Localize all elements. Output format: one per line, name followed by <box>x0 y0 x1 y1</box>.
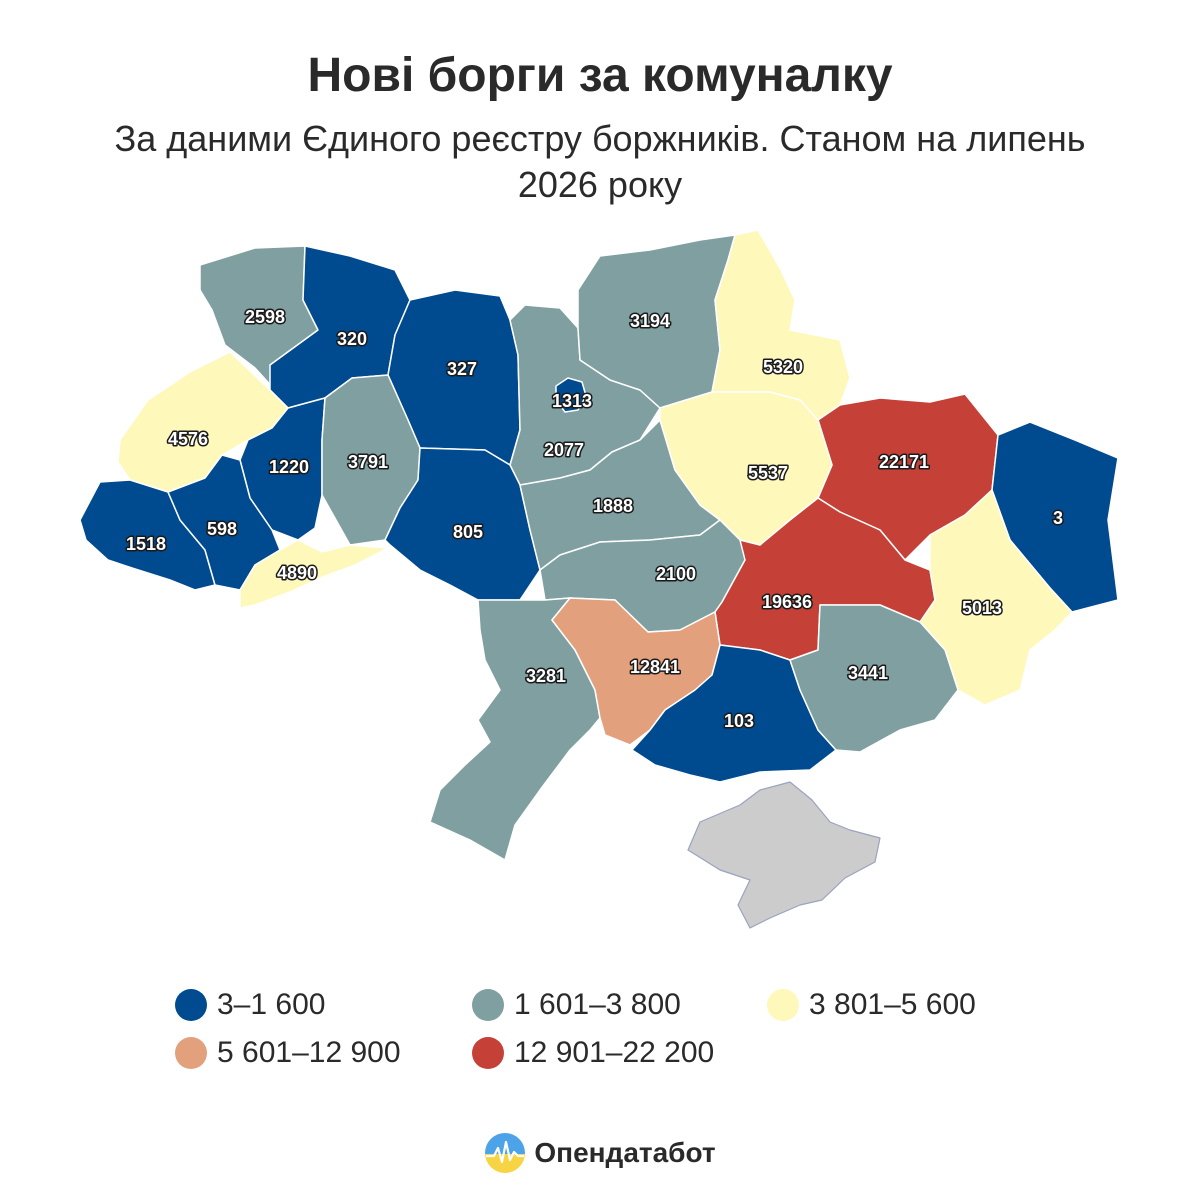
legend-item-4: 5 601–12 900 <box>175 1033 401 1073</box>
legend-item-5: 12 901–22 200 <box>472 1033 714 1073</box>
legend-label: 12 901–22 200 <box>514 1036 715 1069</box>
region-chernivtsi[interactable] <box>239 539 389 609</box>
label-poltava: 5537 <box>748 463 788 483</box>
legend-swatch <box>472 1037 504 1069</box>
label-volyn: 2598 <box>245 307 285 327</box>
label-zhytomyr: 327 <box>447 359 477 379</box>
label-donetsk: 5013 <box>962 598 1002 618</box>
label-lviv: 4576 <box>168 429 208 449</box>
label-ternopil: 1220 <box>269 457 309 477</box>
label-kharkiv: 22171 <box>879 452 929 472</box>
legend-label: 5 601–12 900 <box>217 1036 401 1069</box>
legend-swatch <box>472 989 504 1021</box>
brand: Опендатабот <box>0 1130 1200 1176</box>
region-kyiv-city[interactable] <box>555 377 587 413</box>
labels-layer: 2598 320 327 2077 1313 3194 5320 22171 3… <box>124 305 1064 732</box>
legend-label: 1 601–3 800 <box>514 988 681 1021</box>
brand-name: Опендатабот <box>534 1137 716 1168</box>
legend-swatch <box>767 989 799 1021</box>
label-odesa: 3281 <box>526 666 566 686</box>
label-kirovohrad: 2100 <box>656 564 696 584</box>
legend: 3–1 600 1 601–3 800 3 801–5 600 5 601–12… <box>175 985 1035 1085</box>
label-kyiv-oblast: 2077 <box>544 440 584 460</box>
label-chernivtsi: 4890 <box>277 563 317 583</box>
page-subtitle: За даними Єдиного реєстру боржників. Ста… <box>114 118 1086 205</box>
label-kherson: 103 <box>724 711 754 731</box>
region-zaporizhzhia[interactable] <box>789 604 959 753</box>
legend-item-2: 1 601–3 800 <box>472 985 681 1025</box>
label-dnipro: 19636 <box>762 592 812 612</box>
label-ivano-frankivsk: 598 <box>207 519 237 539</box>
label-cherkasy: 1888 <box>593 496 633 516</box>
legend-label: 3 801–5 600 <box>809 988 976 1021</box>
legend-item-1: 3–1 600 <box>175 985 325 1025</box>
label-khmelnytskyi: 3791 <box>348 452 388 472</box>
label-kyiv-city: 1313 <box>552 391 592 411</box>
opendatabot-logo-icon <box>485 1133 526 1173</box>
region-donetsk[interactable] <box>919 489 1073 706</box>
legend-item-3: 3 801–5 600 <box>767 985 976 1025</box>
label-mykolaiv: 12841 <box>630 657 680 677</box>
legend-swatch <box>175 989 207 1021</box>
label-zaporizhzhia: 3441 <box>848 663 888 683</box>
label-chernihiv: 3194 <box>630 311 670 331</box>
label-luhansk: 3 <box>1053 508 1063 528</box>
legend-swatch <box>175 1037 207 1069</box>
label-zakarpattia: 1518 <box>126 534 166 554</box>
page-title: Нові борги за комуналку <box>307 49 893 102</box>
region-crimea[interactable] <box>687 781 881 929</box>
legend-label: 3–1 600 <box>217 988 326 1021</box>
regions-layer <box>79 229 1119 929</box>
label-vinnytsia: 805 <box>453 522 483 542</box>
label-sumy: 5320 <box>763 357 803 377</box>
label-rivne: 320 <box>337 329 367 349</box>
